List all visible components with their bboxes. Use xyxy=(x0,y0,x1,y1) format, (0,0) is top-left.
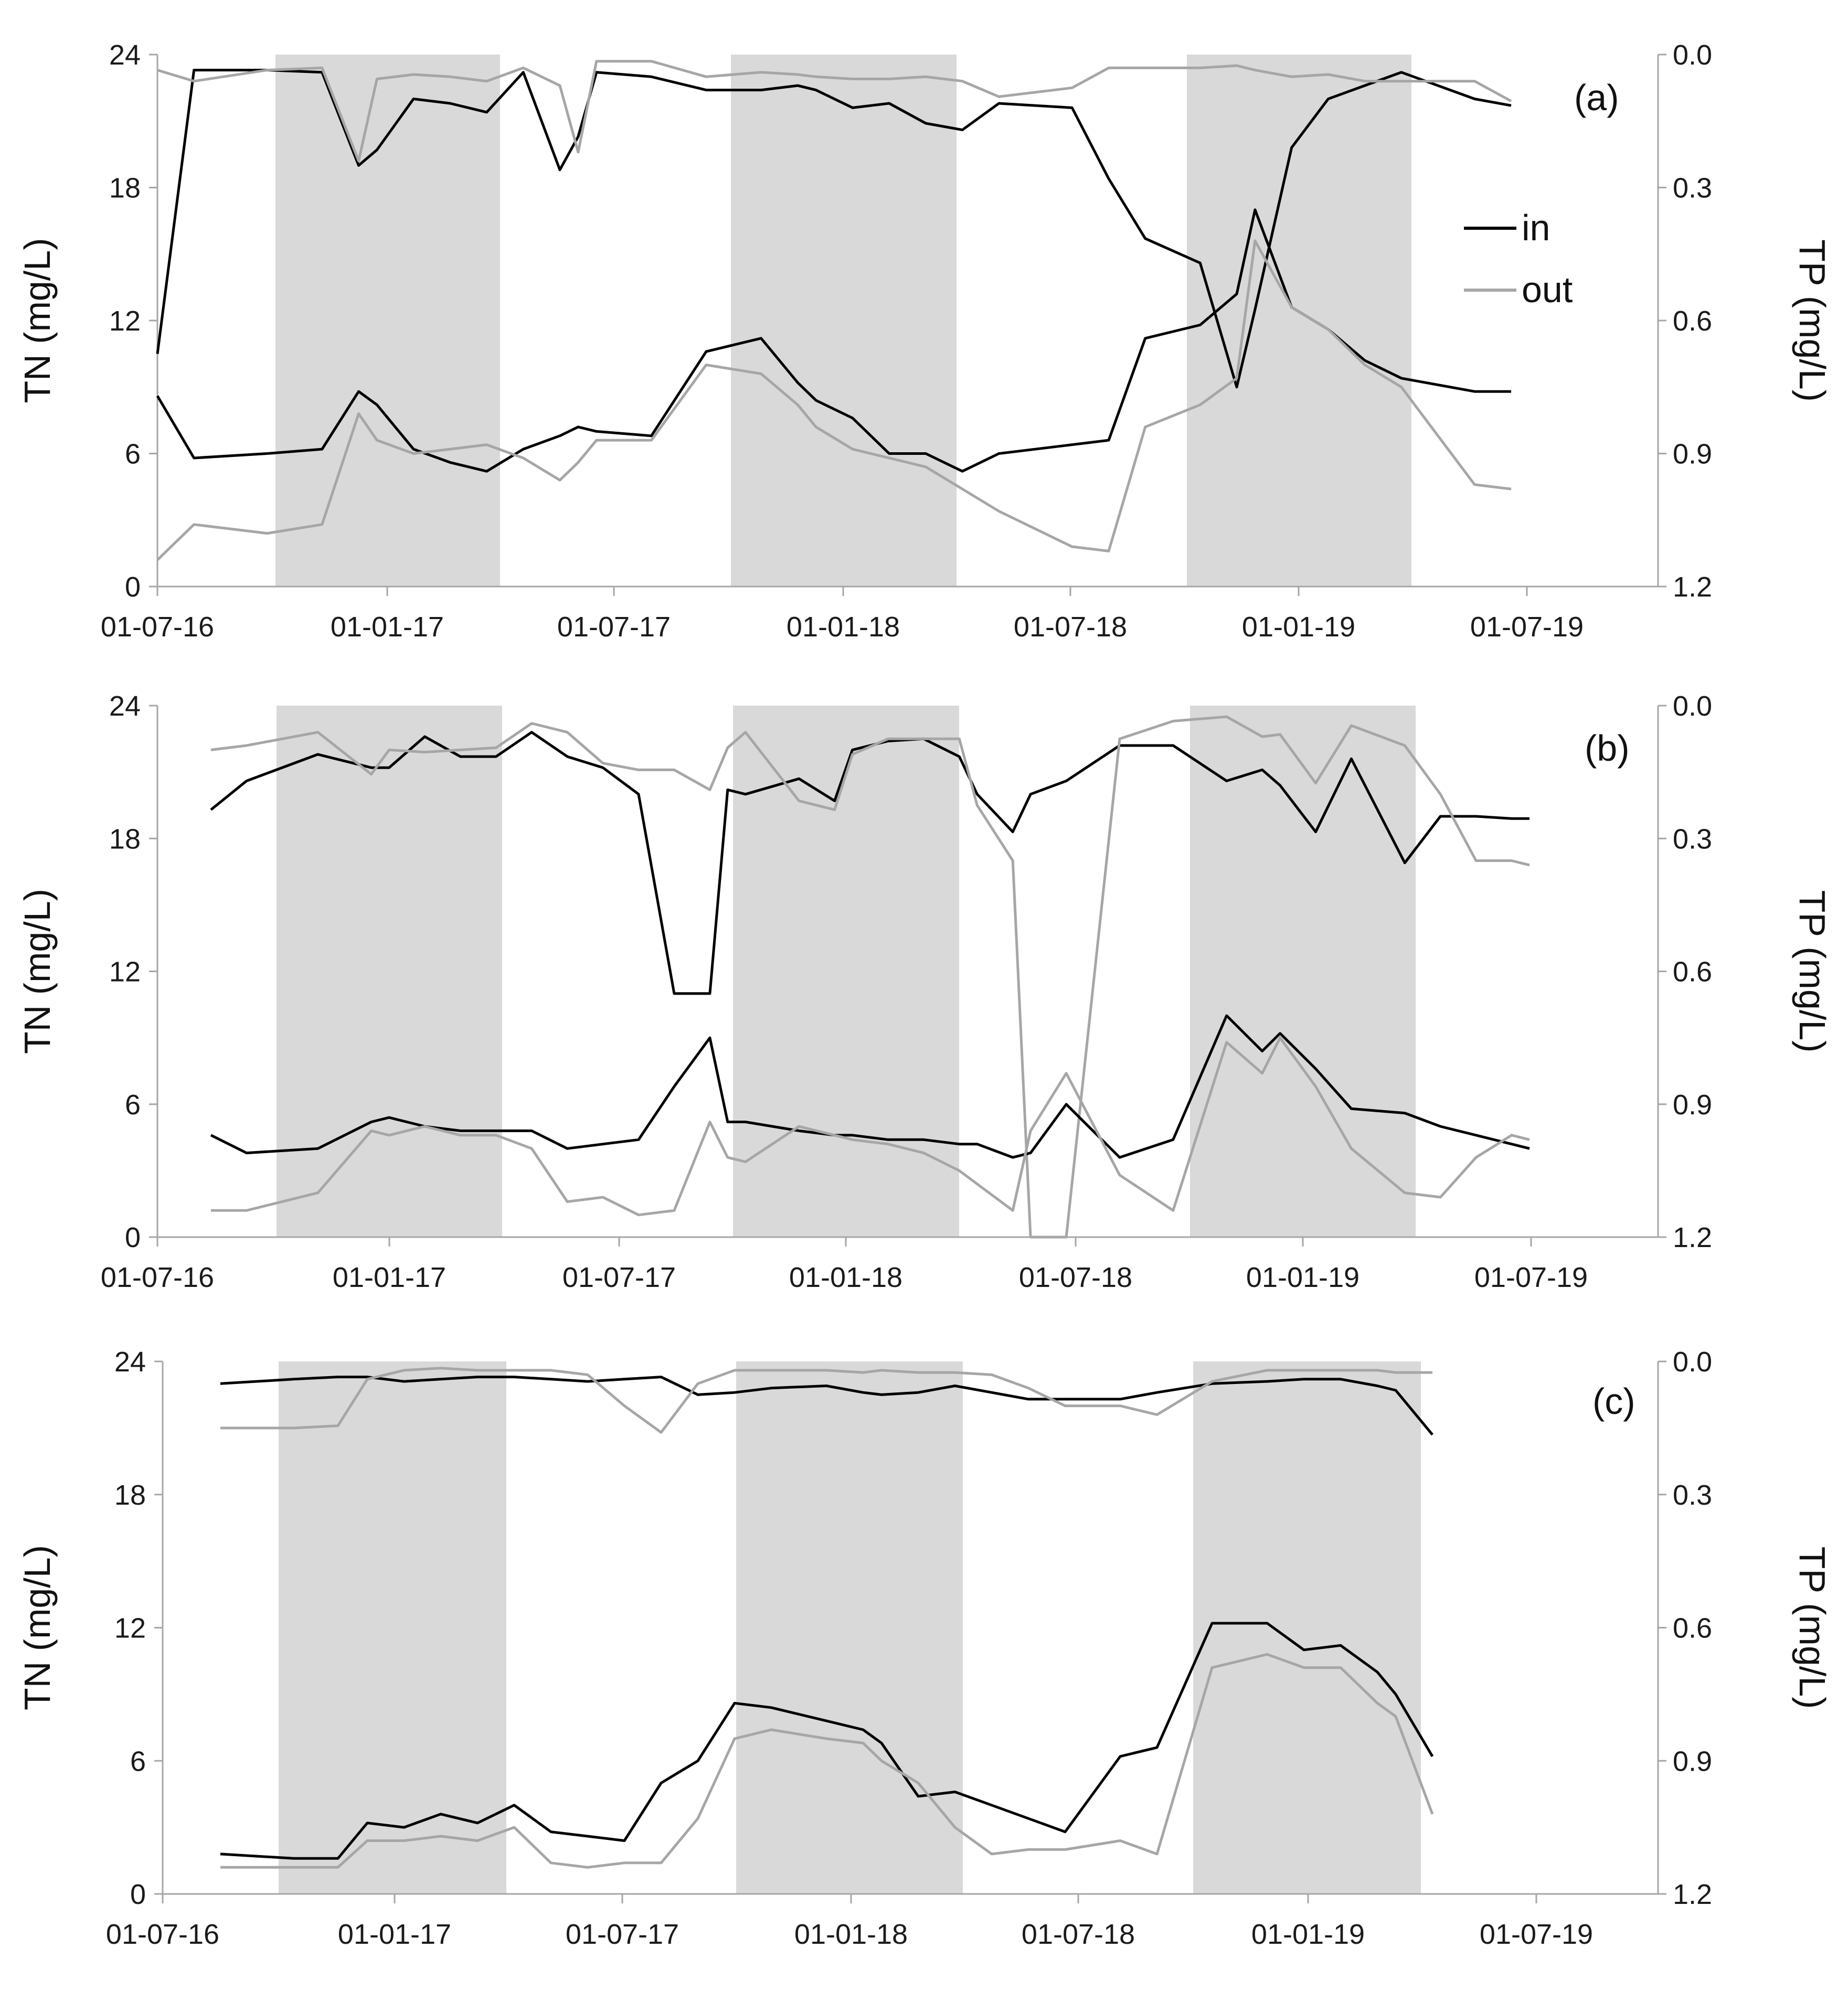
y-right-tick-label: 0.9 xyxy=(1673,1089,1712,1121)
y-right-axis-title: TP (mg/L) xyxy=(1792,1547,1833,1709)
series-tp-out xyxy=(220,1653,1434,1869)
x-tick-label: 01-01-19 xyxy=(1251,1919,1365,1950)
x-tick-label: 01-07-19 xyxy=(1474,1262,1588,1293)
y-left-tick-label: 0 xyxy=(130,1879,146,1910)
y-left-axis-title: TN (mg/L) xyxy=(17,1545,58,1710)
y-left-tick-label: 12 xyxy=(109,305,141,337)
x-tick-label: 01-01-18 xyxy=(794,1919,908,1950)
shaded-period-3 xyxy=(1187,55,1411,587)
y-left-axis-title: TN (mg/L) xyxy=(17,889,58,1054)
y-right-tick-label: 0.6 xyxy=(1673,1613,1712,1644)
series-tp-in xyxy=(210,1014,1530,1159)
legend-label-in: in xyxy=(1522,207,1550,248)
panel-b: 0 6 12 18 24 1.2 0.9 0.6 0.3 0.0 01-07-16 01-01-17 0… xyxy=(17,690,1833,1293)
y-left-tick-label: 6 xyxy=(125,1089,141,1121)
y-right-tick-label: 0.0 xyxy=(1673,1346,1712,1378)
y-right-tick-label: 0.3 xyxy=(1673,1479,1712,1511)
x-tick-label: 01-01-17 xyxy=(331,611,444,643)
y-right-tick-label: 0.6 xyxy=(1673,956,1712,988)
y-left-tick-label: 6 xyxy=(130,1745,146,1777)
y-right-tick-label: 0.0 xyxy=(1673,39,1712,71)
shaded-period-2 xyxy=(736,1361,963,1894)
panel-a: 0 6 12 18 24 1.2 0.9 0.6 0.3 0.0 01-07-16 01-01-17 0… xyxy=(17,39,1833,643)
series-tn-in xyxy=(156,69,1512,389)
y-left-tick-label: 18 xyxy=(109,173,141,204)
x-tick-label: 01-07-18 xyxy=(1014,611,1127,643)
shaded-period-1 xyxy=(275,55,500,587)
legend-label-out: out xyxy=(1522,269,1573,310)
x-tick-label: 01-07-16 xyxy=(106,1919,219,1950)
y-right-tick-label: 0.9 xyxy=(1673,1745,1712,1777)
panel-c: 0 6 12 18 24 1.2 0.9 0.6 0.3 0.0 01-07-16 01-01-17 0… xyxy=(17,1346,1833,1950)
panel-label-c: (c) xyxy=(1592,1381,1635,1422)
panel-label-a: (a) xyxy=(1574,77,1619,118)
x-tick-label: 01-01-18 xyxy=(789,1262,902,1293)
x-tick-label: 01-07-18 xyxy=(1019,1262,1132,1293)
y-left-tick-label: 18 xyxy=(114,1479,146,1511)
y-right-tick-label: 1.2 xyxy=(1673,571,1712,603)
y-right-tick-label: 0.3 xyxy=(1673,173,1712,204)
x-tick-label: 01-07-17 xyxy=(557,611,671,643)
y-left-tick-label: 12 xyxy=(109,956,141,988)
x-tick-label: 01-07-17 xyxy=(566,1919,679,1950)
series-tn-out xyxy=(210,715,1530,1239)
y-left-tick-label: 0 xyxy=(125,1222,141,1253)
series-tn-in xyxy=(220,1376,1433,1436)
shaded-period-3 xyxy=(1193,1361,1421,1894)
y-left-tick-label: 0 xyxy=(125,571,141,603)
y-left-tick-label: 24 xyxy=(109,39,141,71)
x-tick-label: 01-01-19 xyxy=(1242,611,1355,643)
x-tick-label: 01-01-17 xyxy=(333,1262,446,1293)
shaded-period-3 xyxy=(1190,706,1416,1237)
legend: in out xyxy=(1464,207,1573,310)
series-tn-out xyxy=(220,1367,1432,1434)
shaded-period-2 xyxy=(731,55,957,587)
y-right-axis-title: TP (mg/L) xyxy=(1792,239,1833,402)
x-tick-label: 01-01-17 xyxy=(338,1919,451,1950)
x-tick-label: 01-01-18 xyxy=(787,611,900,643)
series-tn-out xyxy=(157,60,1512,163)
panel-label-b: (b) xyxy=(1585,728,1630,769)
x-tick-label: 01-07-19 xyxy=(1480,1919,1593,1950)
shaded-period-2 xyxy=(733,706,959,1237)
y-left-tick-label: 24 xyxy=(109,690,141,722)
series-tp-in xyxy=(220,1622,1434,1860)
y-right-axis-title: TP (mg/L) xyxy=(1792,890,1833,1053)
series-tp-out xyxy=(156,239,1512,561)
y-right-tick-label: 1.2 xyxy=(1673,1879,1712,1910)
y-right-tick-label: 1.2 xyxy=(1673,1222,1712,1253)
series-tp-out xyxy=(211,1036,1530,1217)
x-tick-label: 01-07-16 xyxy=(101,611,214,643)
y-right-tick-label: 0.0 xyxy=(1673,690,1712,722)
series-tp-in xyxy=(156,208,1511,473)
y-left-tick-label: 12 xyxy=(114,1613,146,1644)
x-tick-label: 01-07-18 xyxy=(1022,1919,1135,1950)
y-right-tick-label: 0.6 xyxy=(1673,305,1712,337)
x-tick-label: 01-07-16 xyxy=(101,1262,214,1293)
y-left-tick-label: 24 xyxy=(114,1346,146,1378)
x-tick-label: 01-01-19 xyxy=(1246,1262,1360,1293)
shaded-period-1 xyxy=(277,706,502,1237)
x-tick-label: 01-07-17 xyxy=(562,1262,676,1293)
y-left-axis-title: TN (mg/L) xyxy=(17,238,58,403)
y-right-tick-label: 0.9 xyxy=(1673,439,1712,470)
x-tick-label: 01-07-19 xyxy=(1470,611,1584,643)
y-right-tick-label: 0.3 xyxy=(1673,823,1712,855)
shaded-period-1 xyxy=(279,1361,506,1894)
y-left-tick-label: 18 xyxy=(109,823,141,855)
y-left-tick-label: 6 xyxy=(125,439,141,470)
